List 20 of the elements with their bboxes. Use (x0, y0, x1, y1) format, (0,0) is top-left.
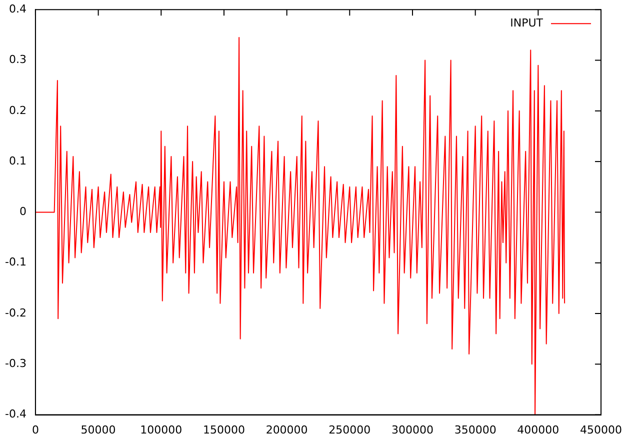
x-tick-label: 300000 (391, 423, 434, 436)
x-tick-label: 400000 (517, 423, 560, 436)
y-tick-label: -0.4 (4, 408, 26, 421)
y-tick-label: -0.3 (4, 357, 26, 370)
legend-label: INPUT (510, 16, 544, 30)
x-tick-label: 250000 (328, 423, 371, 436)
y-tick-label: 0.1 (8, 154, 26, 168)
x-tick-label: 50000 (80, 423, 116, 436)
x-tick-label: 350000 (454, 423, 496, 436)
y-tick-label: 0 (19, 205, 26, 218)
y-tick-label: 0.3 (8, 53, 26, 66)
x-tick-label: 100000 (140, 423, 182, 436)
x-tick-label: 0 (32, 423, 39, 436)
x-tick-label: 450000 (580, 423, 622, 436)
y-tick-label: 0.2 (8, 104, 26, 117)
x-tick-label: 150000 (202, 423, 245, 436)
y-tick-label: 0.4 (8, 2, 26, 16)
y-tick-label: -0.2 (4, 306, 26, 320)
y-tick-label: -0.1 (4, 256, 26, 269)
x-tick-label: 200000 (266, 423, 308, 436)
